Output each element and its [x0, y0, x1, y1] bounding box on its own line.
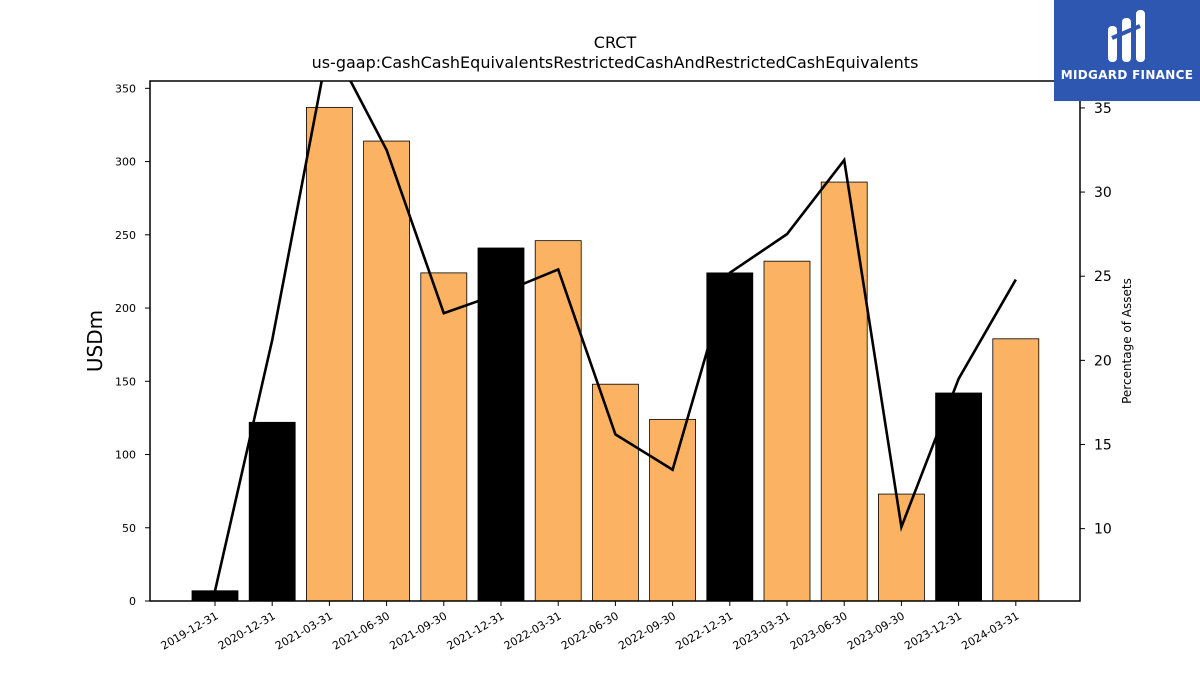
y2-tick-label: 20 [1094, 353, 1112, 369]
x-tick-label: 2021-12-31 [445, 609, 507, 652]
x-tick-label: 2020-12-31 [216, 609, 278, 652]
bar-2023-09-30 [878, 493, 925, 602]
x-axis: 2019-12-312020-12-312021-03-312021-06-30… [159, 601, 1021, 653]
x-tick-label: 2023-03-31 [731, 609, 793, 652]
y2-tick-label: 35 [1094, 101, 1112, 117]
x-tick-label: 2022-09-30 [616, 609, 678, 652]
x-tick-label: 2022-06-30 [559, 609, 621, 652]
x-tick-label: 2023-09-30 [845, 609, 907, 652]
logo-text: MIDGARD FINANCE [1060, 68, 1194, 82]
bar-2022-12-31 [706, 272, 754, 602]
y-tick-label: 150 [115, 375, 136, 388]
y2-axis-label: Percentage of Assets [1120, 278, 1134, 404]
y2-tick-label: 10 [1094, 522, 1112, 538]
x-tick-label: 2021-03-31 [273, 609, 335, 652]
bar-2021-09-30 [420, 272, 468, 602]
bar-2023-06-30 [820, 181, 868, 602]
y-axis-right: 10 15 20 25 30 35 [1080, 101, 1112, 538]
x-tick-label: 2024-03-31 [959, 609, 1021, 652]
logo-mark-icon [1108, 10, 1145, 62]
y2-tick-label: 15 [1094, 437, 1112, 453]
bar-2022-06-30 [592, 383, 639, 602]
bar-2022-09-30 [649, 418, 696, 602]
y-tick-label: 300 [115, 156, 136, 169]
x-tick-label: 2022-12-31 [673, 609, 735, 652]
x-tick-label: 2022-03-31 [502, 609, 564, 652]
y-tick-label: 50 [122, 522, 136, 535]
bar-2023-03-31 [763, 260, 811, 602]
y-axis-left: 0 50 100 150 200 250 300 350 [115, 82, 150, 608]
bar-2021-03-31 [305, 106, 353, 602]
x-tick-label: 2023-06-30 [788, 609, 850, 652]
bars-layer [191, 106, 1040, 602]
y-tick-label: 100 [115, 449, 136, 462]
x-tick-label: 2019-12-31 [159, 609, 221, 652]
company-logo: MIDGARD FINANCE [1054, 0, 1200, 101]
bar-2019-12-31 [191, 590, 239, 602]
line-layer [213, 81, 1017, 592]
y-tick-label: 350 [115, 82, 136, 95]
chart-title: CRCT [594, 33, 637, 52]
chart-subtitle: us-gaap:CashCashEquivalentsRestrictedCas… [312, 53, 919, 72]
y-tick-label: 0 [129, 595, 136, 608]
bar-2021-12-31 [477, 247, 525, 602]
x-tick-label: 2021-06-30 [330, 609, 392, 652]
y2-tick-label: 30 [1094, 185, 1112, 201]
y-tick-label: 250 [115, 229, 136, 242]
y2-tick-label: 25 [1094, 269, 1112, 285]
y-tick-label: 200 [115, 302, 136, 315]
x-tick-label: 2021-09-30 [387, 609, 449, 652]
percentage-line [213, 81, 1017, 592]
bar-2021-06-30 [363, 140, 411, 602]
y-axis-label: USDm [83, 310, 107, 372]
bar-2020-12-31 [248, 421, 296, 602]
bar-2023-12-31 [935, 392, 982, 602]
bar-2024-03-31 [992, 338, 1040, 602]
bar-2022-03-31 [534, 240, 582, 602]
x-tick-label: 2023-12-31 [902, 609, 964, 652]
